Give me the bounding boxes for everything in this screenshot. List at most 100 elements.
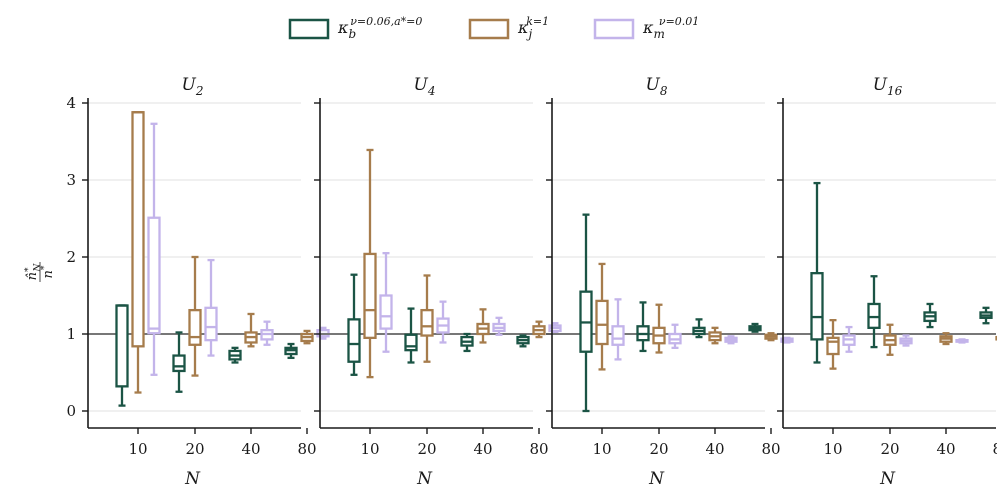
box-j-N10 — [363, 148, 377, 379]
legend-label-sup: k=1 — [526, 15, 549, 28]
box-iqr — [404, 333, 418, 352]
y-axis-denominator-base: n — [41, 270, 56, 278]
legend-label-j: κjk=1 — [517, 15, 549, 41]
legend-label-sub: b — [349, 27, 357, 41]
panel-title-sub: 8 — [660, 84, 668, 98]
box-j-N20 — [420, 274, 434, 363]
x-axis-label: N — [879, 469, 896, 489]
legend-label-base: κ — [517, 18, 529, 37]
x-tick-label: 40 — [936, 440, 955, 458]
x-tick-label: 80 — [761, 440, 780, 458]
box-b-N80 — [748, 322, 762, 333]
x-tick-label: 10 — [823, 440, 842, 458]
box-j-N10 — [131, 111, 145, 394]
box-j-N80 — [300, 329, 314, 345]
box-iqr — [204, 306, 218, 342]
y-tick-label: 2 — [66, 248, 76, 266]
panel-title: U8 — [646, 75, 668, 98]
x-tick-label: 20 — [417, 440, 436, 458]
box-m-N10 — [611, 298, 625, 361]
box-j-N40 — [476, 308, 490, 344]
legend-label-base: κ — [642, 18, 654, 37]
legend-label-m: κmν=0.01 — [642, 15, 699, 41]
box-iqr — [420, 308, 434, 337]
panel-U4: 10 20 40 80 N U4 — [314, 75, 562, 489]
panel-U16: 10 20 40 80 N U16 — [777, 75, 997, 489]
x-axis-label: N — [648, 469, 665, 489]
box-b-N40 — [692, 318, 706, 339]
panel-U8: 10 20 40 80 N U8 — [546, 75, 794, 489]
box-iqr — [115, 304, 129, 388]
legend-label-sup: ν=0.06,a*=0 — [350, 15, 422, 28]
y-tick-label: 1 — [66, 325, 76, 343]
box-iqr — [172, 354, 186, 373]
x-tick-label: 80 — [529, 440, 548, 458]
x-tick-label: 80 — [297, 440, 316, 458]
y-axis-numerator-sup: * — [24, 267, 34, 272]
box-iqr — [611, 325, 625, 346]
y-axis-fraction: n̂*Nn* — [24, 262, 56, 282]
panel-title: U2 — [182, 75, 204, 98]
y-tick-label: 4 — [66, 94, 76, 112]
panel-title-sub: 16 — [887, 84, 903, 98]
y-axis-denominator: n* — [40, 265, 56, 278]
legend-label-sup: ν=0.01 — [659, 15, 699, 28]
box-iqr — [595, 299, 609, 346]
legend-entry-j: κjk=1 — [468, 15, 549, 41]
panel-title-base: U — [646, 75, 661, 95]
x-tick-label: 20 — [185, 440, 204, 458]
box-b-N10 — [810, 181, 824, 364]
panel-title: U16 — [873, 75, 903, 98]
box-j-N20 — [188, 255, 202, 377]
box-m-N10 — [147, 122, 161, 376]
box-m-N40 — [724, 335, 738, 345]
box-j-N40 — [244, 312, 258, 348]
box-j-N80 — [764, 332, 778, 342]
panel-title: U4 — [414, 75, 436, 98]
y-axis-label: n̂*Nn* — [24, 262, 56, 282]
legend-label-b: κbν=0.06,a*=0 — [337, 15, 422, 41]
box-iqr — [810, 272, 824, 341]
y-axis-numerator-sub: N — [33, 263, 43, 273]
x-tick-label: 40 — [241, 440, 260, 458]
box-j-N20 — [883, 323, 897, 356]
box-b-N10 — [579, 213, 593, 413]
x-axis-label: N — [416, 469, 433, 489]
box-m-N10 — [842, 325, 856, 353]
legend-swatch-j — [468, 18, 510, 40]
box-b-N40 — [923, 302, 937, 329]
box-iqr — [188, 308, 202, 346]
box-iqr — [826, 336, 840, 356]
y-axis-numerator-base: n̂ — [25, 272, 40, 280]
box-iqr — [147, 216, 161, 335]
x-tick-label: 10 — [592, 440, 611, 458]
box-iqr — [363, 252, 377, 339]
panel-title-base: U — [182, 75, 197, 95]
box-m-N20 — [436, 300, 450, 344]
x-tick-label: 40 — [473, 440, 492, 458]
box-m-N40 — [492, 316, 506, 336]
box-j-N40 — [939, 332, 953, 346]
panel-title-base: U — [873, 75, 888, 95]
legend-label-sub: j — [526, 27, 533, 41]
box-iqr — [347, 318, 361, 363]
legend-entry-b: κbν=0.06,a*=0 — [288, 15, 422, 41]
box-b-N40 — [228, 346, 242, 364]
panel-title-base: U — [414, 75, 429, 95]
legend-entry-m: κmν=0.01 — [593, 15, 699, 41]
legend-label-sub: m — [654, 27, 665, 41]
box-b-N10 — [115, 304, 129, 407]
box-b-N80 — [516, 334, 530, 348]
box-m-N40 — [955, 338, 969, 344]
box-b-N20 — [867, 275, 881, 349]
box-m-N10 — [379, 251, 393, 353]
box-j-N20 — [652, 303, 666, 354]
x-tick-label: 10 — [360, 440, 379, 458]
box-m-N80 — [548, 322, 562, 334]
legend: κbν=0.06,a*=0 κjk=1 κmν=0.01 — [288, 15, 699, 41]
box-b-N80 — [979, 306, 993, 325]
legend-label-base: κ — [337, 18, 349, 37]
box-m-N20 — [899, 334, 913, 347]
